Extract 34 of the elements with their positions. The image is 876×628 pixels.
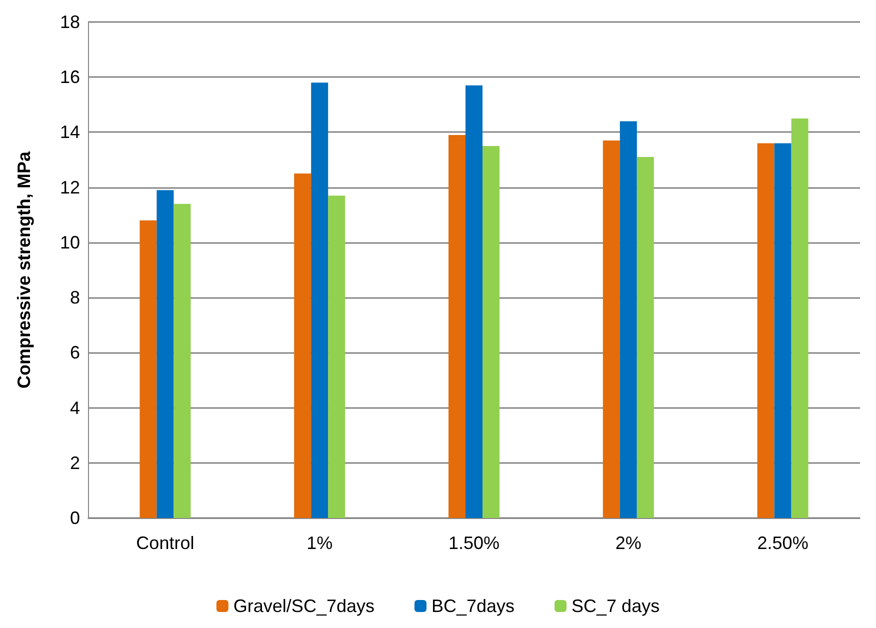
bar	[294, 174, 312, 518]
y-tick-label: 14	[60, 122, 80, 142]
y-tick-label: 2	[70, 452, 80, 473]
bar	[636, 157, 654, 518]
bar	[620, 121, 637, 518]
y-tick-label: 8	[70, 288, 80, 308]
bar	[791, 118, 808, 518]
y-tick-label: 12	[60, 177, 80, 198]
x-tick-label: 2%	[615, 533, 642, 553]
bar	[602, 140, 620, 518]
y-tick-label: 16	[60, 67, 80, 88]
x-tick-label: 2.50%	[757, 533, 808, 553]
y-tick-label: 4	[70, 398, 80, 418]
bar	[774, 143, 792, 518]
legend-label: BC_7days	[431, 596, 515, 616]
y-tick-label: 0	[70, 508, 80, 528]
y-tick-label: 6	[70, 342, 80, 363]
x-tick-label: 1.50%	[448, 533, 500, 553]
x-tick-label: Control	[136, 533, 194, 553]
bar	[328, 196, 346, 518]
y-tick-label: 18	[60, 12, 80, 32]
legend-label: SC_7 days	[572, 596, 660, 616]
bar	[448, 134, 466, 518]
y-axis-title: Compressive strength, MPa	[14, 150, 34, 389]
bar	[311, 82, 328, 518]
x-tick-label: 1%	[306, 533, 333, 553]
bar	[757, 143, 774, 518]
y-tick-label: 10	[60, 232, 80, 252]
bar	[140, 220, 157, 518]
bar	[174, 204, 191, 518]
legend-label: Gravel/SC_7days	[233, 596, 374, 616]
bar	[156, 190, 174, 518]
bar	[466, 85, 482, 518]
bar	[482, 146, 500, 518]
